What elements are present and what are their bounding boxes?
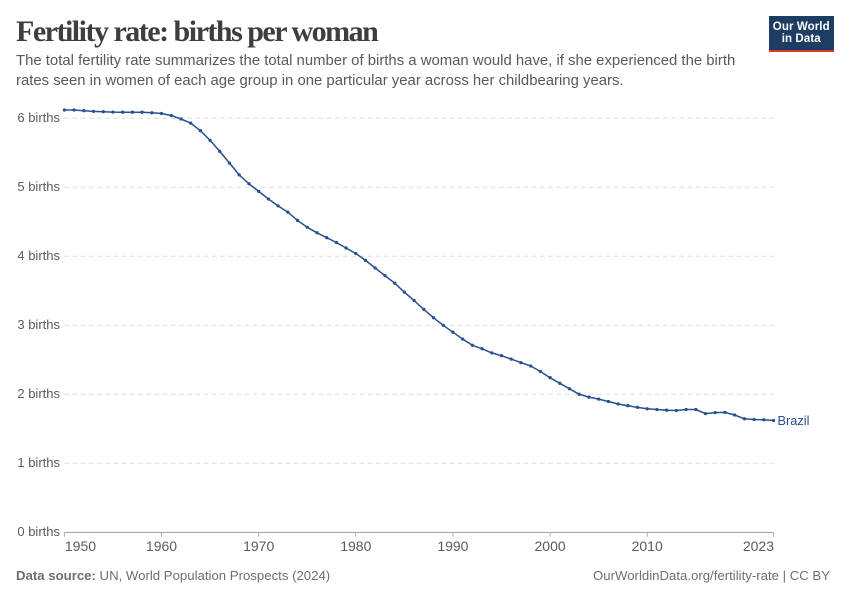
- svg-text:3 births: 3 births: [17, 317, 60, 332]
- svg-text:1 births: 1 births: [17, 455, 60, 470]
- svg-text:0 births: 0 births: [17, 524, 60, 539]
- svg-text:1950: 1950: [65, 538, 96, 554]
- svg-text:1960: 1960: [146, 538, 177, 554]
- svg-text:2000: 2000: [535, 538, 566, 554]
- svg-text:2 births: 2 births: [17, 386, 60, 401]
- svg-text:1980: 1980: [340, 538, 371, 554]
- svg-text:1970: 1970: [243, 538, 274, 554]
- svg-text:6 births: 6 births: [17, 110, 60, 125]
- svg-text:5 births: 5 births: [17, 179, 60, 194]
- svg-text:1990: 1990: [437, 538, 468, 554]
- svg-text:Brazil: Brazil: [778, 413, 810, 428]
- svg-text:4 births: 4 births: [17, 248, 60, 263]
- svg-text:2023: 2023: [743, 538, 774, 554]
- svg-text:2010: 2010: [632, 538, 663, 554]
